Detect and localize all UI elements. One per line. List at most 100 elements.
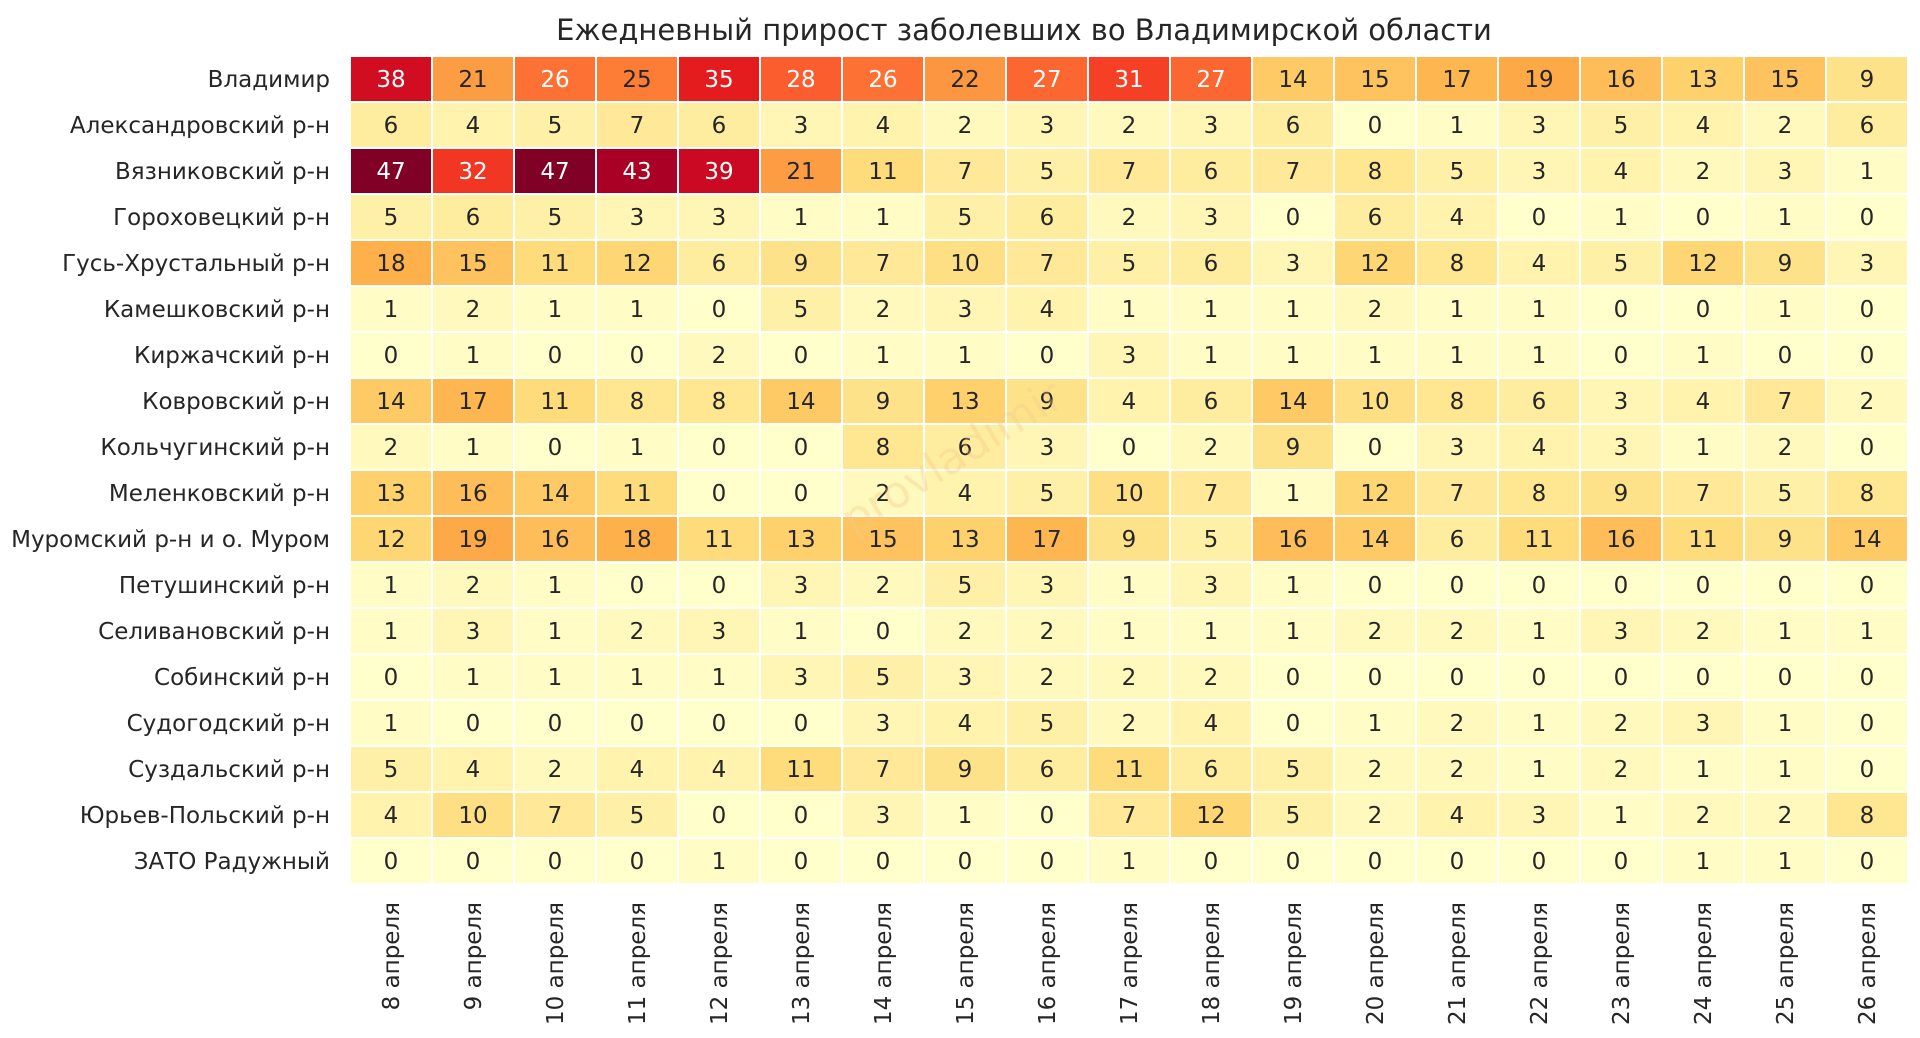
cell-value-label: 0 (712, 573, 727, 599)
cell-value-label: 0 (384, 343, 399, 369)
cell-value-label: 5 (794, 297, 809, 323)
cell-value-label: 8 (1368, 159, 1383, 185)
heatmap-cell (1089, 839, 1169, 883)
heatmap-cell (351, 517, 431, 561)
cell-value-label: 2 (1040, 619, 1055, 645)
heatmap-cell (925, 425, 1005, 469)
heatmap-cell (1499, 609, 1579, 653)
cell-value-label: 1 (384, 619, 399, 645)
cell-value-label: 0 (384, 849, 399, 875)
heatmap-cell (679, 747, 759, 791)
heatmap-cell (1581, 517, 1661, 561)
cell-value-label: 25 (622, 67, 651, 93)
cell-value-label: 13 (1688, 67, 1717, 93)
heatmap-cell (1007, 471, 1087, 515)
heatmap-cell (925, 793, 1005, 837)
heatmap-cell (515, 517, 595, 561)
cell-value-label: 11 (868, 159, 897, 185)
heatmap-cell (1417, 379, 1497, 423)
cell-value-label: 3 (1204, 573, 1219, 599)
heatmap-cell (679, 563, 759, 607)
heatmap-cell (1581, 701, 1661, 745)
cell-value-label: 9 (1778, 527, 1793, 553)
heatmap-cell (351, 425, 431, 469)
cell-value-label: 1 (958, 803, 973, 829)
cell-value-label: 9 (876, 389, 891, 415)
heatmap-cell (1417, 195, 1497, 239)
cell-value-label: 5 (384, 757, 399, 783)
cell-value-label: 5 (1450, 159, 1465, 185)
heatmap-cell (761, 287, 841, 331)
cell-value-label: 12 (376, 527, 405, 553)
heatmap-cell (1417, 57, 1497, 101)
cell-value-label: 0 (1286, 849, 1301, 875)
cell-value-label: 15 (1360, 67, 1389, 93)
heatmap-cell (597, 333, 677, 377)
heatmap-cell (1335, 793, 1415, 837)
heatmap-cell (1335, 655, 1415, 699)
row-label: Александровский р-н (70, 113, 330, 139)
heatmap-cell (1171, 333, 1251, 377)
cell-value-label: 7 (1778, 389, 1793, 415)
cell-value-label: 18 (622, 527, 651, 553)
cell-value-label: 2 (1696, 803, 1711, 829)
heatmap-cell (761, 517, 841, 561)
heatmap-cell (1089, 655, 1169, 699)
heatmap-cell (679, 195, 759, 239)
cell-value-label: 16 (540, 527, 569, 553)
heatmap-cell (1335, 195, 1415, 239)
cell-value-label: 6 (1204, 159, 1219, 185)
heatmap-cell (1581, 839, 1661, 883)
heatmap-cell (1827, 747, 1907, 791)
heatmap-cell (679, 333, 759, 377)
cell-value-label: 3 (466, 619, 481, 645)
heatmap-cell (1663, 471, 1743, 515)
heatmap-cell (761, 563, 841, 607)
row-label: Киржачский р-н (134, 343, 330, 369)
cell-value-label: 1 (1696, 435, 1711, 461)
heatmap-cell (1745, 793, 1825, 837)
cell-value-label: 27 (1032, 67, 1061, 93)
cell-value-label: 11 (786, 757, 815, 783)
column-label: 23 апреля (1609, 902, 1635, 1025)
heatmap-cell (1745, 563, 1825, 607)
cell-value-label: 1 (1778, 711, 1793, 737)
cell-value-label: 0 (1860, 757, 1875, 783)
cell-value-label: 8 (1860, 481, 1875, 507)
heatmap-cell (433, 655, 513, 699)
heatmap-cell (1089, 471, 1169, 515)
heatmap-cell (1827, 793, 1907, 837)
cell-value-label: 47 (376, 159, 405, 185)
heatmap-cell (597, 241, 677, 285)
cell-value-label: 2 (1204, 665, 1219, 691)
cell-value-label: 0 (1368, 573, 1383, 599)
cell-value-label: 0 (548, 435, 563, 461)
cell-value-label: 6 (1204, 389, 1219, 415)
cell-value-label: 0 (1778, 573, 1793, 599)
cell-value-label: 13 (786, 527, 815, 553)
cell-value-label: 4 (876, 113, 891, 139)
cell-value-label: 15 (868, 527, 897, 553)
cell-value-label: 7 (1204, 481, 1219, 507)
cell-value-label: 1 (466, 435, 481, 461)
row-label: Селивановский р-н (98, 619, 330, 645)
heatmap-cell (1253, 609, 1333, 653)
heatmap-cell (1007, 655, 1087, 699)
cell-value-label: 5 (1040, 159, 1055, 185)
heatmap-cell (1253, 701, 1333, 745)
heatmap-cell (1663, 57, 1743, 101)
cell-value-label: 9 (958, 757, 973, 783)
cell-value-label: 39 (704, 159, 733, 185)
heatmap-cell (433, 425, 513, 469)
heatmap-cell (925, 563, 1005, 607)
cell-value-label: 6 (1040, 757, 1055, 783)
cell-value-label: 0 (466, 711, 481, 737)
heatmap-cell (351, 379, 431, 423)
heatmap-cell (1745, 333, 1825, 377)
cell-value-label: 0 (548, 849, 563, 875)
heatmap-cell (1745, 103, 1825, 147)
cell-value-label: 1 (1450, 113, 1465, 139)
heatmap-cells: 38 21 26 25 35 28 26 22 27 31 27 14 15 17 19 16 13 15 96 4 5… (351, 57, 1907, 883)
cell-value-label: 0 (630, 343, 645, 369)
cell-value-label: 11 (540, 389, 569, 415)
